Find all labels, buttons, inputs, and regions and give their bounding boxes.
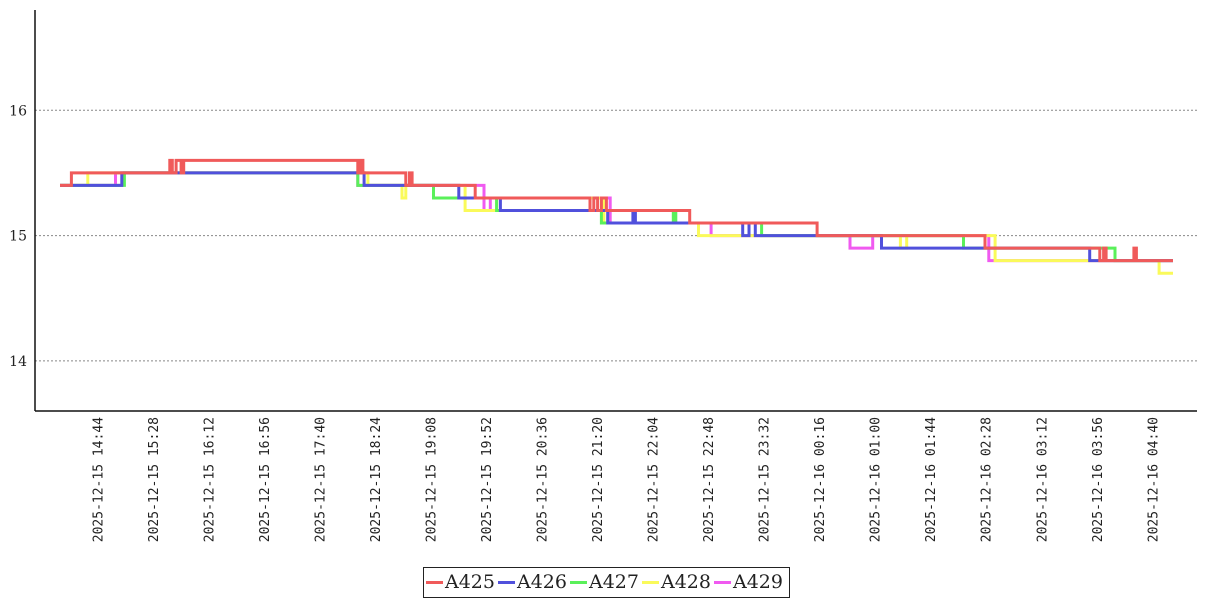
legend-label: A428 xyxy=(661,571,711,593)
legend-label: A429 xyxy=(733,571,783,593)
legend: A425 A426 A427 A428 A429 xyxy=(423,567,790,598)
legend-item-a426: A426 xyxy=(498,573,567,592)
x-tick-label: 2025-12-16 01:00 xyxy=(869,417,884,542)
x-tick-label: 2025-12-15 21:20 xyxy=(591,417,606,542)
x-tick-label: 2025-12-15 22:04 xyxy=(647,417,662,542)
series-lines xyxy=(60,158,1173,275)
legend-item-a427: A427 xyxy=(570,573,639,592)
legend-swatch xyxy=(714,581,731,584)
axes xyxy=(34,10,1197,412)
legend-label: A425 xyxy=(445,571,495,593)
x-tick-label: 2025-12-15 22:48 xyxy=(702,417,717,542)
x-tick-label: 2025-12-15 15:28 xyxy=(147,417,162,542)
legend-label: A426 xyxy=(517,571,567,593)
x-tick-label: 2025-12-15 16:12 xyxy=(202,417,217,542)
legend-swatch xyxy=(642,581,659,584)
x-tick-label: 2025-12-15 23:32 xyxy=(758,417,773,542)
legend-swatch xyxy=(498,581,515,584)
x-tick-label: 2025-12-15 16:56 xyxy=(258,417,273,542)
x-tick-label: 2025-12-15 14:44 xyxy=(91,417,106,542)
series-line-a425 xyxy=(60,158,1173,263)
y-tick-label: 16 xyxy=(9,103,27,119)
y-tick-label: 15 xyxy=(9,229,27,245)
x-tick-label: 2025-12-16 00:16 xyxy=(813,417,828,542)
legend-label: A427 xyxy=(589,571,639,593)
x-tick-label: 2025-12-15 19:52 xyxy=(480,417,495,542)
x-tick-label: 2025-12-16 01:44 xyxy=(924,417,939,542)
legend-item-a428: A428 xyxy=(642,573,711,592)
x-tick-label: 2025-12-15 17:40 xyxy=(313,417,328,542)
x-tick-label: 2025-12-15 18:24 xyxy=(369,417,384,542)
legend-swatch xyxy=(570,581,587,584)
y-tick-label: 14 xyxy=(9,354,27,370)
x-tick-label: 2025-12-16 03:12 xyxy=(1035,417,1050,542)
x-tick-label: 2025-12-15 20:36 xyxy=(536,417,551,542)
legend-item-a429: A429 xyxy=(714,573,783,592)
legend-swatch xyxy=(426,581,443,584)
y-tick-labels: 14 15 16 xyxy=(9,103,27,370)
x-tick-label: 2025-12-16 04:40 xyxy=(1146,417,1161,542)
x-tick-label: 2025-12-16 03:56 xyxy=(1091,417,1106,542)
legend-item-a425: A425 xyxy=(426,573,495,592)
x-tick-label: 2025-12-16 02:28 xyxy=(980,417,995,542)
x-tick-labels: 2025-12-15 14:44 2025-12-15 15:28 2025-12-… xyxy=(91,417,1161,542)
x-tick-label: 2025-12-15 19:08 xyxy=(425,417,440,542)
grid xyxy=(35,109,1197,362)
